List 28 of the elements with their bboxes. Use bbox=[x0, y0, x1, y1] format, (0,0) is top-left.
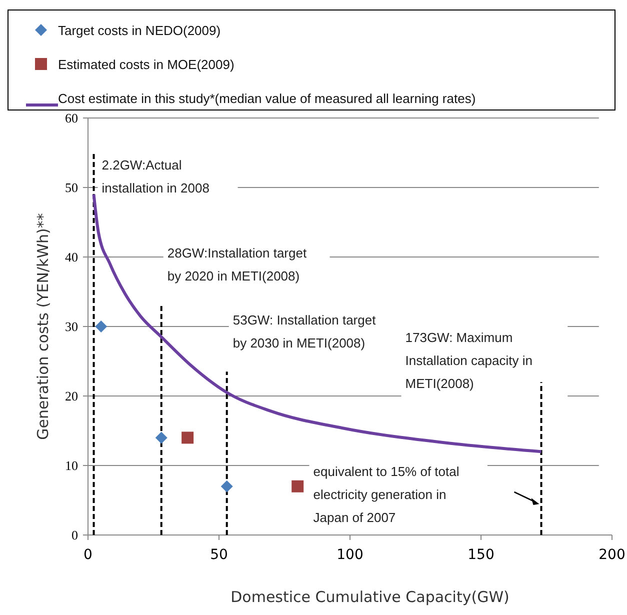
y-tick-label: 40 bbox=[65, 250, 78, 265]
ref-line-label: 28GW:Installation target by 2020 in METI(2008) bbox=[167, 246, 307, 284]
ref-line-label: 53GW: Installation target by 2030 in METI(2008) bbox=[232, 312, 376, 350]
point bbox=[182, 432, 194, 444]
annotation: equivalent to 15% of total electricity generation in Japan of 2007 bbox=[313, 464, 460, 525]
x-tick-label: 150 bbox=[468, 547, 494, 563]
x-tick-label: 0 bbox=[84, 547, 92, 563]
y-tick-label: 0 bbox=[72, 528, 78, 543]
point bbox=[292, 480, 304, 492]
ref-line-label: 2.2GW:Actual installation in 2008 bbox=[102, 157, 210, 196]
x-tick-label: 100 bbox=[336, 547, 364, 563]
y-tick-label: 30 bbox=[65, 319, 78, 334]
y-tick-label: 10 bbox=[65, 458, 78, 474]
x-axis-title: Domestice Cumulative Capacity(GW) bbox=[230, 588, 510, 606]
point bbox=[95, 320, 108, 332]
line-series bbox=[92, 192, 543, 454]
legend-label: Target costs in NEDO(2009) bbox=[58, 23, 221, 38]
legend-label: Cost estimate in this study*(median value of measured all learning rates) bbox=[58, 91, 476, 106]
legend-label: Estimated costs in MOE(2009) bbox=[58, 57, 234, 72]
x-tick-label: 200 bbox=[598, 547, 626, 563]
y-tick-label: 50 bbox=[65, 180, 78, 196]
point bbox=[220, 480, 233, 492]
y-axis-title: Generation costs (YEN/kWh)** bbox=[34, 212, 52, 440]
x-tick-label: 50 bbox=[210, 547, 228, 563]
y-tick-label: 60 bbox=[65, 110, 78, 126]
point bbox=[155, 432, 168, 444]
ref-line-label: 173GW: Maximum Installation capacity in METI(2008) bbox=[405, 330, 532, 391]
y-tick-label: 20 bbox=[65, 388, 78, 404]
